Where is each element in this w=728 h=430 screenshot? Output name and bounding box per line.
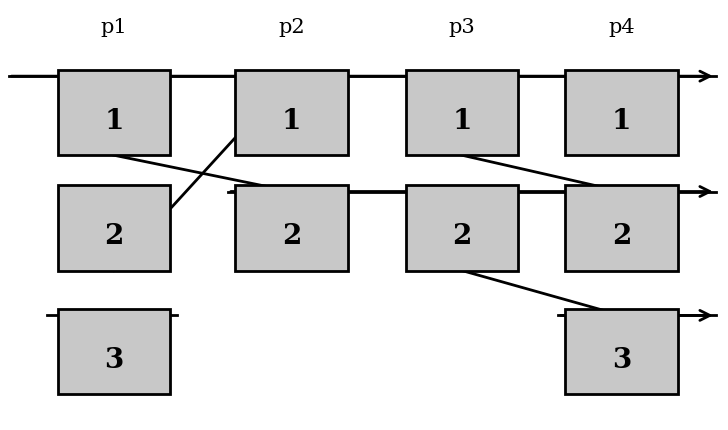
FancyBboxPatch shape	[565, 309, 678, 394]
FancyBboxPatch shape	[565, 70, 678, 155]
Text: 1: 1	[282, 108, 301, 135]
Text: p3: p3	[448, 18, 475, 37]
Text: p1: p1	[100, 18, 127, 37]
Text: 2: 2	[104, 223, 124, 250]
FancyBboxPatch shape	[565, 185, 678, 270]
Text: 2: 2	[282, 223, 301, 250]
FancyBboxPatch shape	[58, 70, 170, 155]
FancyBboxPatch shape	[235, 70, 348, 155]
Text: 1: 1	[612, 108, 631, 135]
FancyBboxPatch shape	[58, 309, 170, 394]
FancyBboxPatch shape	[405, 185, 518, 270]
FancyBboxPatch shape	[235, 185, 348, 270]
Text: p2: p2	[278, 18, 305, 37]
FancyBboxPatch shape	[58, 185, 170, 270]
Text: 2: 2	[612, 223, 631, 250]
Text: 1: 1	[104, 108, 124, 135]
FancyBboxPatch shape	[405, 70, 518, 155]
Text: 1: 1	[452, 108, 472, 135]
Text: 3: 3	[612, 347, 631, 374]
Text: 3: 3	[104, 347, 124, 374]
Text: p4: p4	[608, 18, 635, 37]
Text: 2: 2	[452, 223, 472, 250]
